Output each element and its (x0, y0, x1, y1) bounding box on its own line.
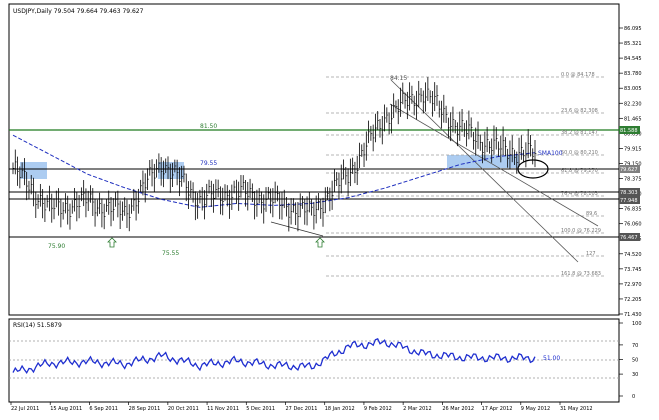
price-box-green-label: 81.588 (620, 128, 638, 134)
price-axis-label: 71.430 (624, 312, 642, 318)
rsi-title: RSI(14) 51.5879 (13, 322, 62, 329)
price-axis-label: 76.835 (624, 207, 642, 213)
price-axis-label: 78.375 (624, 177, 642, 183)
up-arrow-icon (315, 237, 325, 248)
fib-level-label: 50.0 @ 80.210 (561, 150, 598, 156)
channel-line-upper (390, 79, 579, 263)
sma100-line (12, 134, 536, 208)
price-axis-label: 85.321 (624, 41, 642, 47)
price-axis-label: 83.005 (624, 86, 642, 92)
fib-level-label: 100.0 @ 76.229 (561, 228, 601, 234)
price-axis-label: 79.150 (624, 161, 642, 167)
price-axis-label: 81.465 (624, 116, 642, 122)
fib-level-label: 89.6 (586, 211, 597, 217)
price-box-dark-1-label: 78.303 (620, 190, 638, 196)
price-box-grey (619, 165, 640, 173)
time-axis-label: 31 May 2012 (560, 406, 593, 412)
rsi-axis-label: 0 (632, 394, 635, 400)
price-axis-label: 80.690 (624, 131, 642, 137)
rsi-line (12, 337, 536, 375)
price-axis-label: 73.745 (624, 267, 642, 273)
fib-retracement: 0.0 @ 84.178 23.6 @ 82.308 38.2 @ 81.147 50… (326, 72, 606, 277)
label-7955: 79.55 (200, 160, 217, 167)
rsi-axis-label: 30 (632, 372, 638, 378)
fib-level-label: 0.0 @ 84.178 (561, 72, 595, 78)
price-axis-label: 86.095 (624, 26, 642, 32)
rsi-panel (8, 318, 620, 403)
time-axis-label: 17 Apr 2012 (482, 406, 513, 412)
fib-level-label: 38.2 @ 81.147 (561, 130, 598, 136)
fib-level-label: 76.4 @ 78.103 (561, 191, 598, 197)
time-axis-label: 26 Mar 2012 (442, 406, 474, 412)
price-axis-label: 82.230 (624, 101, 642, 107)
time-axis-label: 22 Jul 2011 (11, 406, 39, 412)
time-axis-label: 18 Jan 2012 (325, 406, 355, 412)
price-box-green (619, 126, 640, 134)
fib-level-label: 127 (586, 251, 596, 257)
time-axis-label: 9 Feb 2012 (364, 406, 392, 412)
time-axis-label: 20 Oct 2011 (168, 406, 199, 412)
time-axis-label: 15 Aug 2011 (50, 406, 82, 412)
label-high-8415: 84.15 (390, 75, 407, 82)
up-arrow-icon (107, 237, 117, 248)
price-box-grey-label: 79.627 (620, 167, 638, 173)
time-axis-label: 11 Nov 2011 (207, 406, 239, 412)
label-7555: 75.55 (162, 250, 179, 257)
time-axis-label: 2 Mar 2012 (403, 406, 432, 412)
price-box-dark-3-label: 76.467 (620, 235, 638, 241)
rsi-axis-label: 50 (632, 358, 638, 364)
rsi-axis-label: 70 (632, 343, 638, 349)
highlight-box-right (447, 155, 519, 168)
channel-line-lower (389, 103, 599, 227)
price-box-dark-3 (619, 233, 640, 241)
price-axis-label: 83.780 (624, 71, 642, 77)
price-axis-label: 72.970 (624, 282, 642, 288)
rsi-axis: 100 70 50 30 0 (619, 321, 642, 400)
price-axis-label: 79.915 (624, 146, 642, 152)
main-title: USDJPY,Daily 79.504 79.664 79.463 79.627 (13, 8, 144, 15)
time-axis-label: 6 Sep 2011 (89, 406, 118, 412)
time-axis-label: 27 Dec 2011 (286, 406, 318, 412)
price-axis-label: 84.545 (624, 56, 642, 62)
highlight-box-middle (158, 162, 184, 179)
main-panel (8, 3, 620, 316)
fib-level-label: 23.6 @ 82.308 (561, 108, 598, 114)
price-axis-label: 74.520 (624, 252, 642, 258)
fib-level-label: 161.8 @ 73.683 (561, 271, 601, 277)
rsi-label: 51.00 (543, 355, 560, 362)
price-axis-label: 76.060 (624, 222, 642, 228)
time-axis: 22 Jul 2011 15 Aug 2011 6 Sep 2011 28 Sep 2… (10, 402, 593, 412)
label-7590: 75.90 (48, 243, 65, 250)
label-8150: 81.50 (200, 123, 217, 130)
label-sma100: SMA100 (538, 150, 563, 157)
consolidation-oval (517, 159, 549, 179)
price-box-dark-2 (619, 196, 640, 204)
time-axis-label: 9 May 2012 (521, 406, 550, 412)
rsi-axis-label: 100 (632, 321, 642, 327)
time-axis-label: 5 Dec 2011 (246, 406, 275, 412)
price-axis-label: 72.205 (624, 297, 642, 303)
trendline-low (270, 221, 324, 237)
price-box-dark-2-label: 77.948 (620, 198, 638, 204)
price-box-dark-1 (619, 188, 640, 196)
time-axis-label: 28 Sep 2011 (129, 406, 161, 412)
fib-level-label: 61.8 @ 79.270 (561, 168, 598, 174)
price-bars (12, 77, 537, 232)
